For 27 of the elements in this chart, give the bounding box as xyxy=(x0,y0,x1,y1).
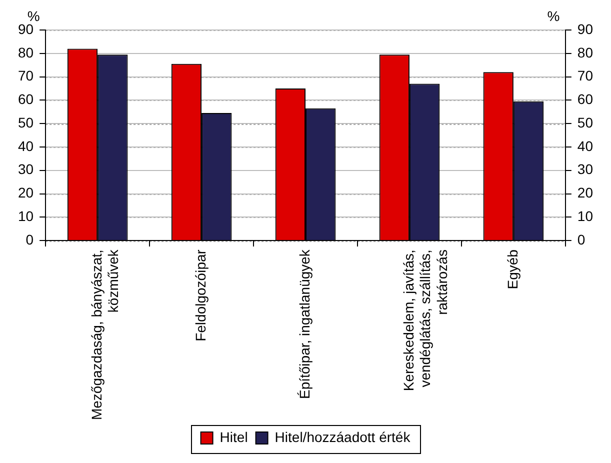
y-tick-label: 30 xyxy=(18,161,34,178)
y2-tick-label: 0 xyxy=(577,231,586,248)
y2-tick-label: 10 xyxy=(577,208,594,224)
y-tick-label: 10 xyxy=(18,208,34,224)
y-tick-label: 70 xyxy=(18,68,34,84)
y2-tick-label: 90 xyxy=(577,20,594,37)
legend-label: Hitel/hozzáadott érték xyxy=(274,428,412,445)
y-tick-label: 50 xyxy=(18,114,34,130)
y-tick-label: 60 xyxy=(18,91,34,108)
x-tick-label: Feldolgozóipar xyxy=(192,249,208,342)
y2-tick-label: 40 xyxy=(577,138,594,154)
x-tick-label: Egyéb xyxy=(504,249,520,290)
y2-tick-label: 50 xyxy=(577,114,594,130)
legend-label: Hitel xyxy=(220,428,248,445)
y2-tick-label: 60 xyxy=(577,91,594,108)
y2-tick-label: 80 xyxy=(577,44,594,60)
x-tick-label: Kereskedelem, javítás, vendéglátás, szállítás, raktározás xyxy=(400,250,450,392)
y2-tick-label: 20 xyxy=(577,184,594,201)
y2-tick-label: 70 xyxy=(577,68,594,84)
y-tick-label: 40 xyxy=(18,138,34,154)
x-tick-label: Építőipar, ingatlanügyek xyxy=(296,248,312,400)
x-tick-label: Mezőgazdaság, bányászat, közművek xyxy=(88,248,122,420)
y2-axis-title: % xyxy=(547,8,560,24)
y2-tick-label: 30 xyxy=(577,161,594,178)
y-tick-label: 20 xyxy=(18,184,34,201)
y-tick-label: 0 xyxy=(26,231,34,248)
y-tick-label: 80 xyxy=(18,44,34,60)
